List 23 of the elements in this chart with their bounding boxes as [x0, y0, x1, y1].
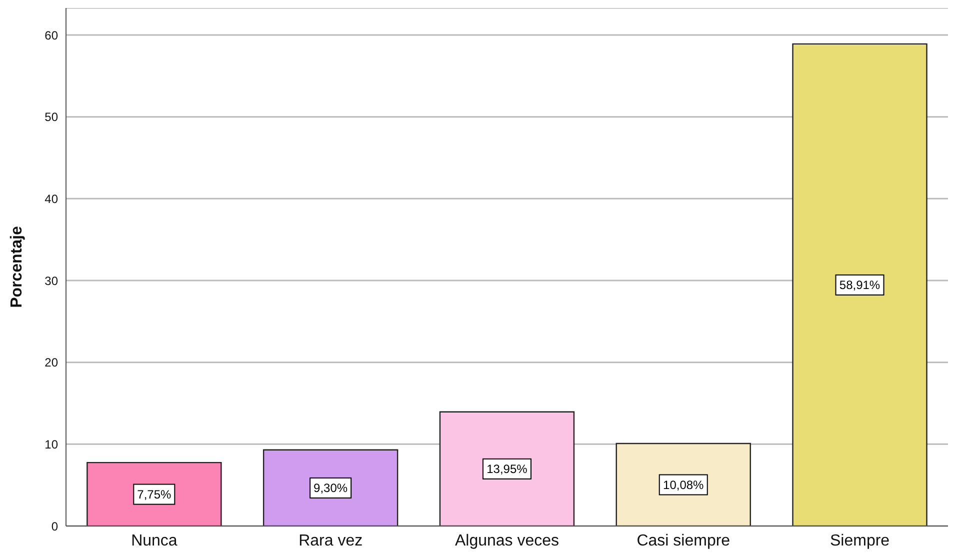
bar: [792, 43, 928, 526]
data-label: 9,30%: [314, 480, 348, 495]
data-label: 13,95%: [486, 462, 528, 476]
y-tick-label: 60: [44, 28, 58, 42]
bar: [439, 411, 575, 526]
y-tick-label: 30: [44, 274, 58, 288]
x-tick-label: Nunca: [131, 532, 178, 550]
bar: [262, 449, 398, 526]
data-label: 10,08%: [663, 478, 704, 492]
bar: [86, 462, 222, 526]
y-tick-label: 50: [44, 110, 58, 124]
x-tick-label: Casi siempre: [636, 532, 730, 550]
y-tick-label: 40: [44, 192, 58, 206]
data-label: 58,91%: [839, 278, 880, 292]
y-tick-label: 20: [44, 356, 58, 370]
bar: [616, 442, 751, 526]
y-tick-label: 0: [51, 519, 58, 534]
x-tick-label: Siempre: [830, 532, 890, 550]
y-tick-label: 10: [44, 437, 58, 452]
x-tick-label: Rara vez: [298, 532, 363, 550]
y-axis-title: Porcentaje: [8, 226, 26, 308]
data-label: 7,75%: [137, 487, 172, 502]
x-tick-label: Algunas veces: [454, 532, 560, 550]
